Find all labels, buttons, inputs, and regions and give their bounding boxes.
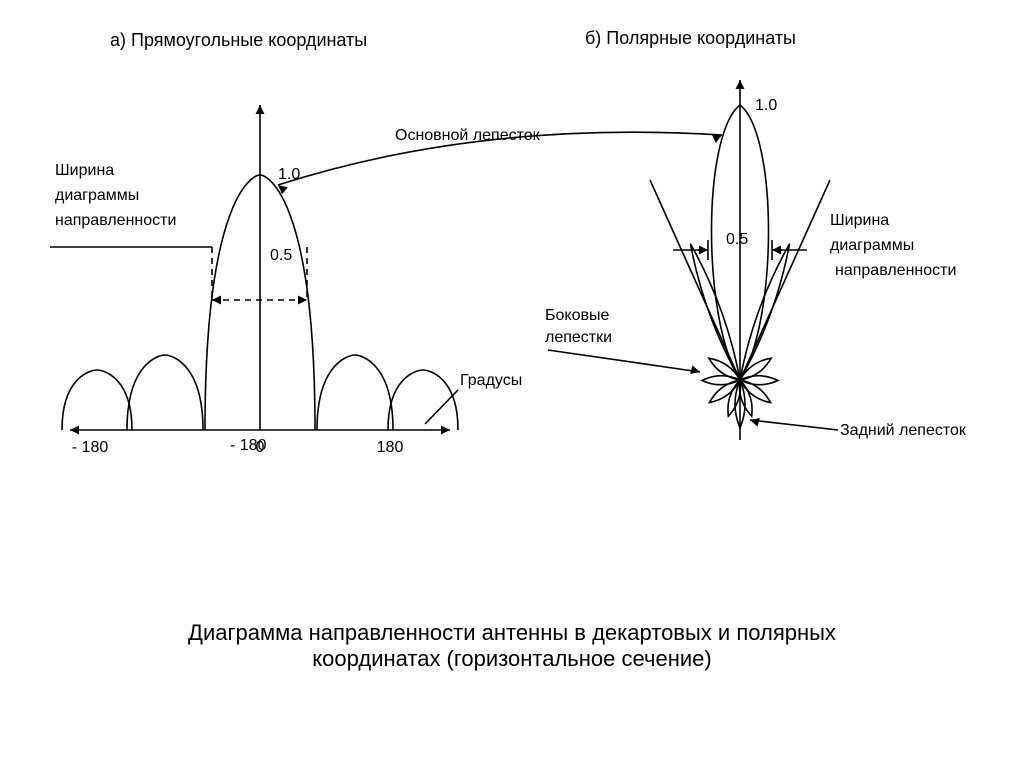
svg-text:Ширина: Ширина bbox=[55, 162, 114, 179]
svg-text:- 180: - 180 bbox=[72, 439, 109, 456]
svg-text:0.5: 0.5 bbox=[270, 247, 292, 264]
svg-text:направленности: направленности bbox=[835, 262, 956, 279]
svg-text:Основной лепесток: Основной лепесток bbox=[395, 127, 541, 144]
svg-text:Боковые: Боковые bbox=[545, 307, 609, 324]
svg-text:диаграммы: диаграммы bbox=[830, 237, 914, 254]
diagram-svg: - 180- 18001801.00.5ГрадусыШиринадиаграм… bbox=[0, 0, 1024, 560]
svg-text:Задний лепесток: Задний лепесток bbox=[840, 422, 967, 439]
caption-line1: Диаграмма направленности антенны в декар… bbox=[188, 620, 836, 645]
svg-text:Градусы: Градусы bbox=[460, 372, 522, 389]
svg-text:1.0: 1.0 bbox=[755, 97, 777, 114]
svg-text:1.0: 1.0 bbox=[278, 166, 300, 183]
svg-text:лепестки: лепестки bbox=[545, 329, 612, 346]
svg-text:0: 0 bbox=[256, 439, 265, 456]
svg-text:диаграммы: диаграммы bbox=[55, 187, 139, 204]
svg-text:0.5: 0.5 bbox=[726, 231, 748, 248]
svg-text:180: 180 bbox=[377, 439, 404, 456]
caption-line2: координатах (горизонтальное сечение) bbox=[312, 646, 711, 671]
svg-text:направленности: направленности bbox=[55, 212, 176, 229]
figure-caption: Диаграмма направленности антенны в декар… bbox=[0, 620, 1024, 672]
svg-text:Ширина: Ширина bbox=[830, 212, 889, 229]
